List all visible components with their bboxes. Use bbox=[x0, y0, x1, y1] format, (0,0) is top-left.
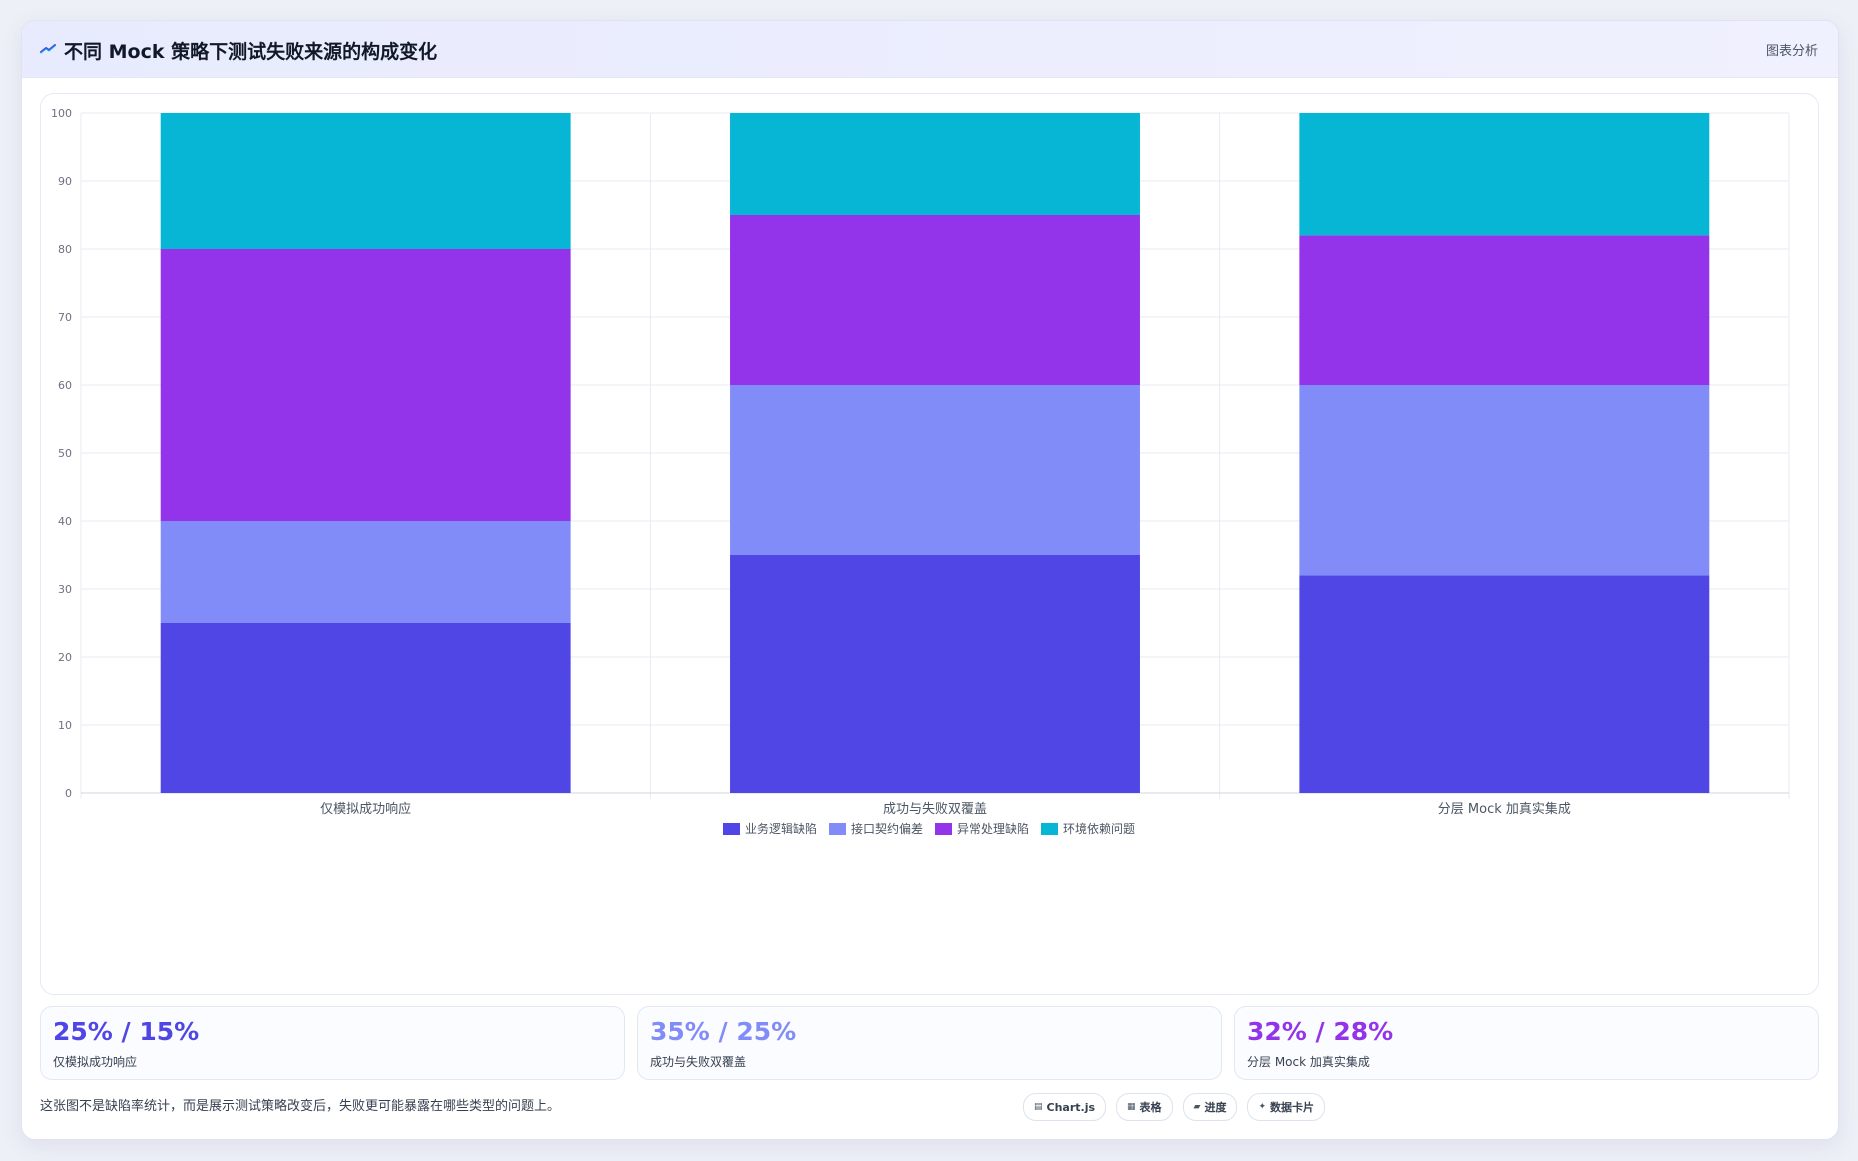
pill-label: 表格 bbox=[1139, 1101, 1162, 1114]
card-icon: ✦ bbox=[1258, 1102, 1267, 1112]
stat-value: 25% / 15% bbox=[53, 1017, 200, 1046]
stat-card-3: 32% / 28% 分层 Mock 加真实集成 bbox=[1234, 1006, 1819, 1080]
pill-progress[interactable]: ▰ 进度 bbox=[1182, 1093, 1238, 1121]
y-tick-label: 30 bbox=[58, 583, 72, 596]
stat-card-1: 25% / 15% 仅模拟成功响应 bbox=[40, 1006, 625, 1080]
y-tick-label: 10 bbox=[58, 719, 72, 732]
bar-segment bbox=[730, 555, 1140, 793]
bar-segment bbox=[730, 385, 1140, 555]
legend-swatch bbox=[935, 823, 952, 835]
stat-label: 成功与失败双覆盖 bbox=[650, 1055, 747, 1069]
x-tick-label: 仅模拟成功响应 bbox=[320, 801, 411, 817]
bar-segment bbox=[160, 249, 571, 521]
pill-label: 进度 bbox=[1204, 1101, 1227, 1114]
legend-label: 环境依赖问题 bbox=[1063, 821, 1135, 836]
footnote: 这张图不是缺陷率统计，而是展示测试策略改变后，失败更可能暴露在哪些类型的问题上。 bbox=[40, 1099, 561, 1114]
stat-card-2: 35% / 25% 成功与失败双覆盖 bbox=[637, 1006, 1222, 1080]
bar-segment bbox=[160, 113, 571, 249]
feature-pills: ▤ Chart.js ▦ 表格 ▰ 进度 ✦ 数据卡片 bbox=[1023, 1093, 1326, 1121]
y-tick-label: 80 bbox=[58, 243, 72, 256]
x-tick-label: 成功与失败双覆盖 bbox=[883, 802, 987, 817]
legend-swatch bbox=[1041, 823, 1058, 835]
y-tick-label: 60 bbox=[58, 379, 72, 392]
chart-icon: ▤ bbox=[1034, 1102, 1043, 1112]
pill-chartjs[interactable]: ▤ Chart.js bbox=[1023, 1093, 1107, 1121]
y-tick-label: 50 bbox=[58, 447, 72, 460]
page-title: 不同 Mock 策略下测试失败来源的构成变化 bbox=[64, 41, 438, 63]
pill-table[interactable]: ▦ 表格 bbox=[1116, 1093, 1173, 1121]
bar-segment bbox=[1299, 385, 1710, 576]
bar-segment bbox=[160, 521, 571, 623]
stat-label: 仅模拟成功响应 bbox=[53, 1055, 138, 1069]
stat-label: 分层 Mock 加真实集成 bbox=[1247, 1055, 1370, 1069]
y-tick-label: 90 bbox=[58, 175, 72, 188]
legend-label: 接口契约偏差 bbox=[851, 821, 923, 836]
chart-trend-icon bbox=[40, 44, 56, 54]
progress-icon: ▰ bbox=[1193, 1102, 1201, 1112]
x-tick-label: 分层 Mock 加真实集成 bbox=[1438, 801, 1571, 817]
header-tag: 图表分析 bbox=[1765, 44, 1818, 59]
bar-segment bbox=[1299, 235, 1710, 385]
legend-swatch bbox=[829, 823, 846, 835]
y-tick-label: 100 bbox=[51, 107, 72, 120]
pill-label: 数据卡片 bbox=[1270, 1101, 1315, 1114]
pill-label: Chart.js bbox=[1046, 1100, 1096, 1114]
stat-value: 32% / 28% bbox=[1247, 1017, 1394, 1046]
legend-swatch bbox=[723, 823, 740, 835]
bar-segment bbox=[1299, 113, 1710, 236]
legend-label: 业务逻辑缺陷 bbox=[745, 821, 817, 836]
legend-label: 异常处理缺陷 bbox=[957, 821, 1029, 836]
table-icon: ▦ bbox=[1127, 1102, 1136, 1112]
y-tick-label: 0 bbox=[65, 787, 72, 800]
bar-segment bbox=[1299, 575, 1710, 793]
bar-segment bbox=[160, 623, 571, 793]
y-tick-label: 40 bbox=[58, 515, 72, 528]
chart-panel: 0 10 20 30 40 50 60 70 80 90 100 仅模拟成功响应 成功与失败双覆盖 分层 … bbox=[40, 93, 1819, 995]
bar-segment bbox=[730, 215, 1140, 385]
bar-segment bbox=[730, 113, 1140, 215]
pill-data-card[interactable]: ✦ 数据卡片 bbox=[1247, 1093, 1326, 1121]
stacked-bar-chart: 0 10 20 30 40 50 60 70 80 90 100 仅模拟成功响应 成功与失败双覆盖 分层 … bbox=[51, 107, 1790, 836]
y-tick-label: 70 bbox=[58, 311, 72, 324]
chart-card: 不同 Mock 策略下测试失败来源的构成变化 图表分析 0 10 20 30 40 50 6… bbox=[21, 20, 1839, 1140]
stat-value: 35% / 25% bbox=[650, 1017, 797, 1046]
card-header: 不同 Mock 策略下测试失败来源的构成变化 图表分析 bbox=[22, 21, 1838, 78]
y-tick-label: 20 bbox=[58, 651, 72, 664]
